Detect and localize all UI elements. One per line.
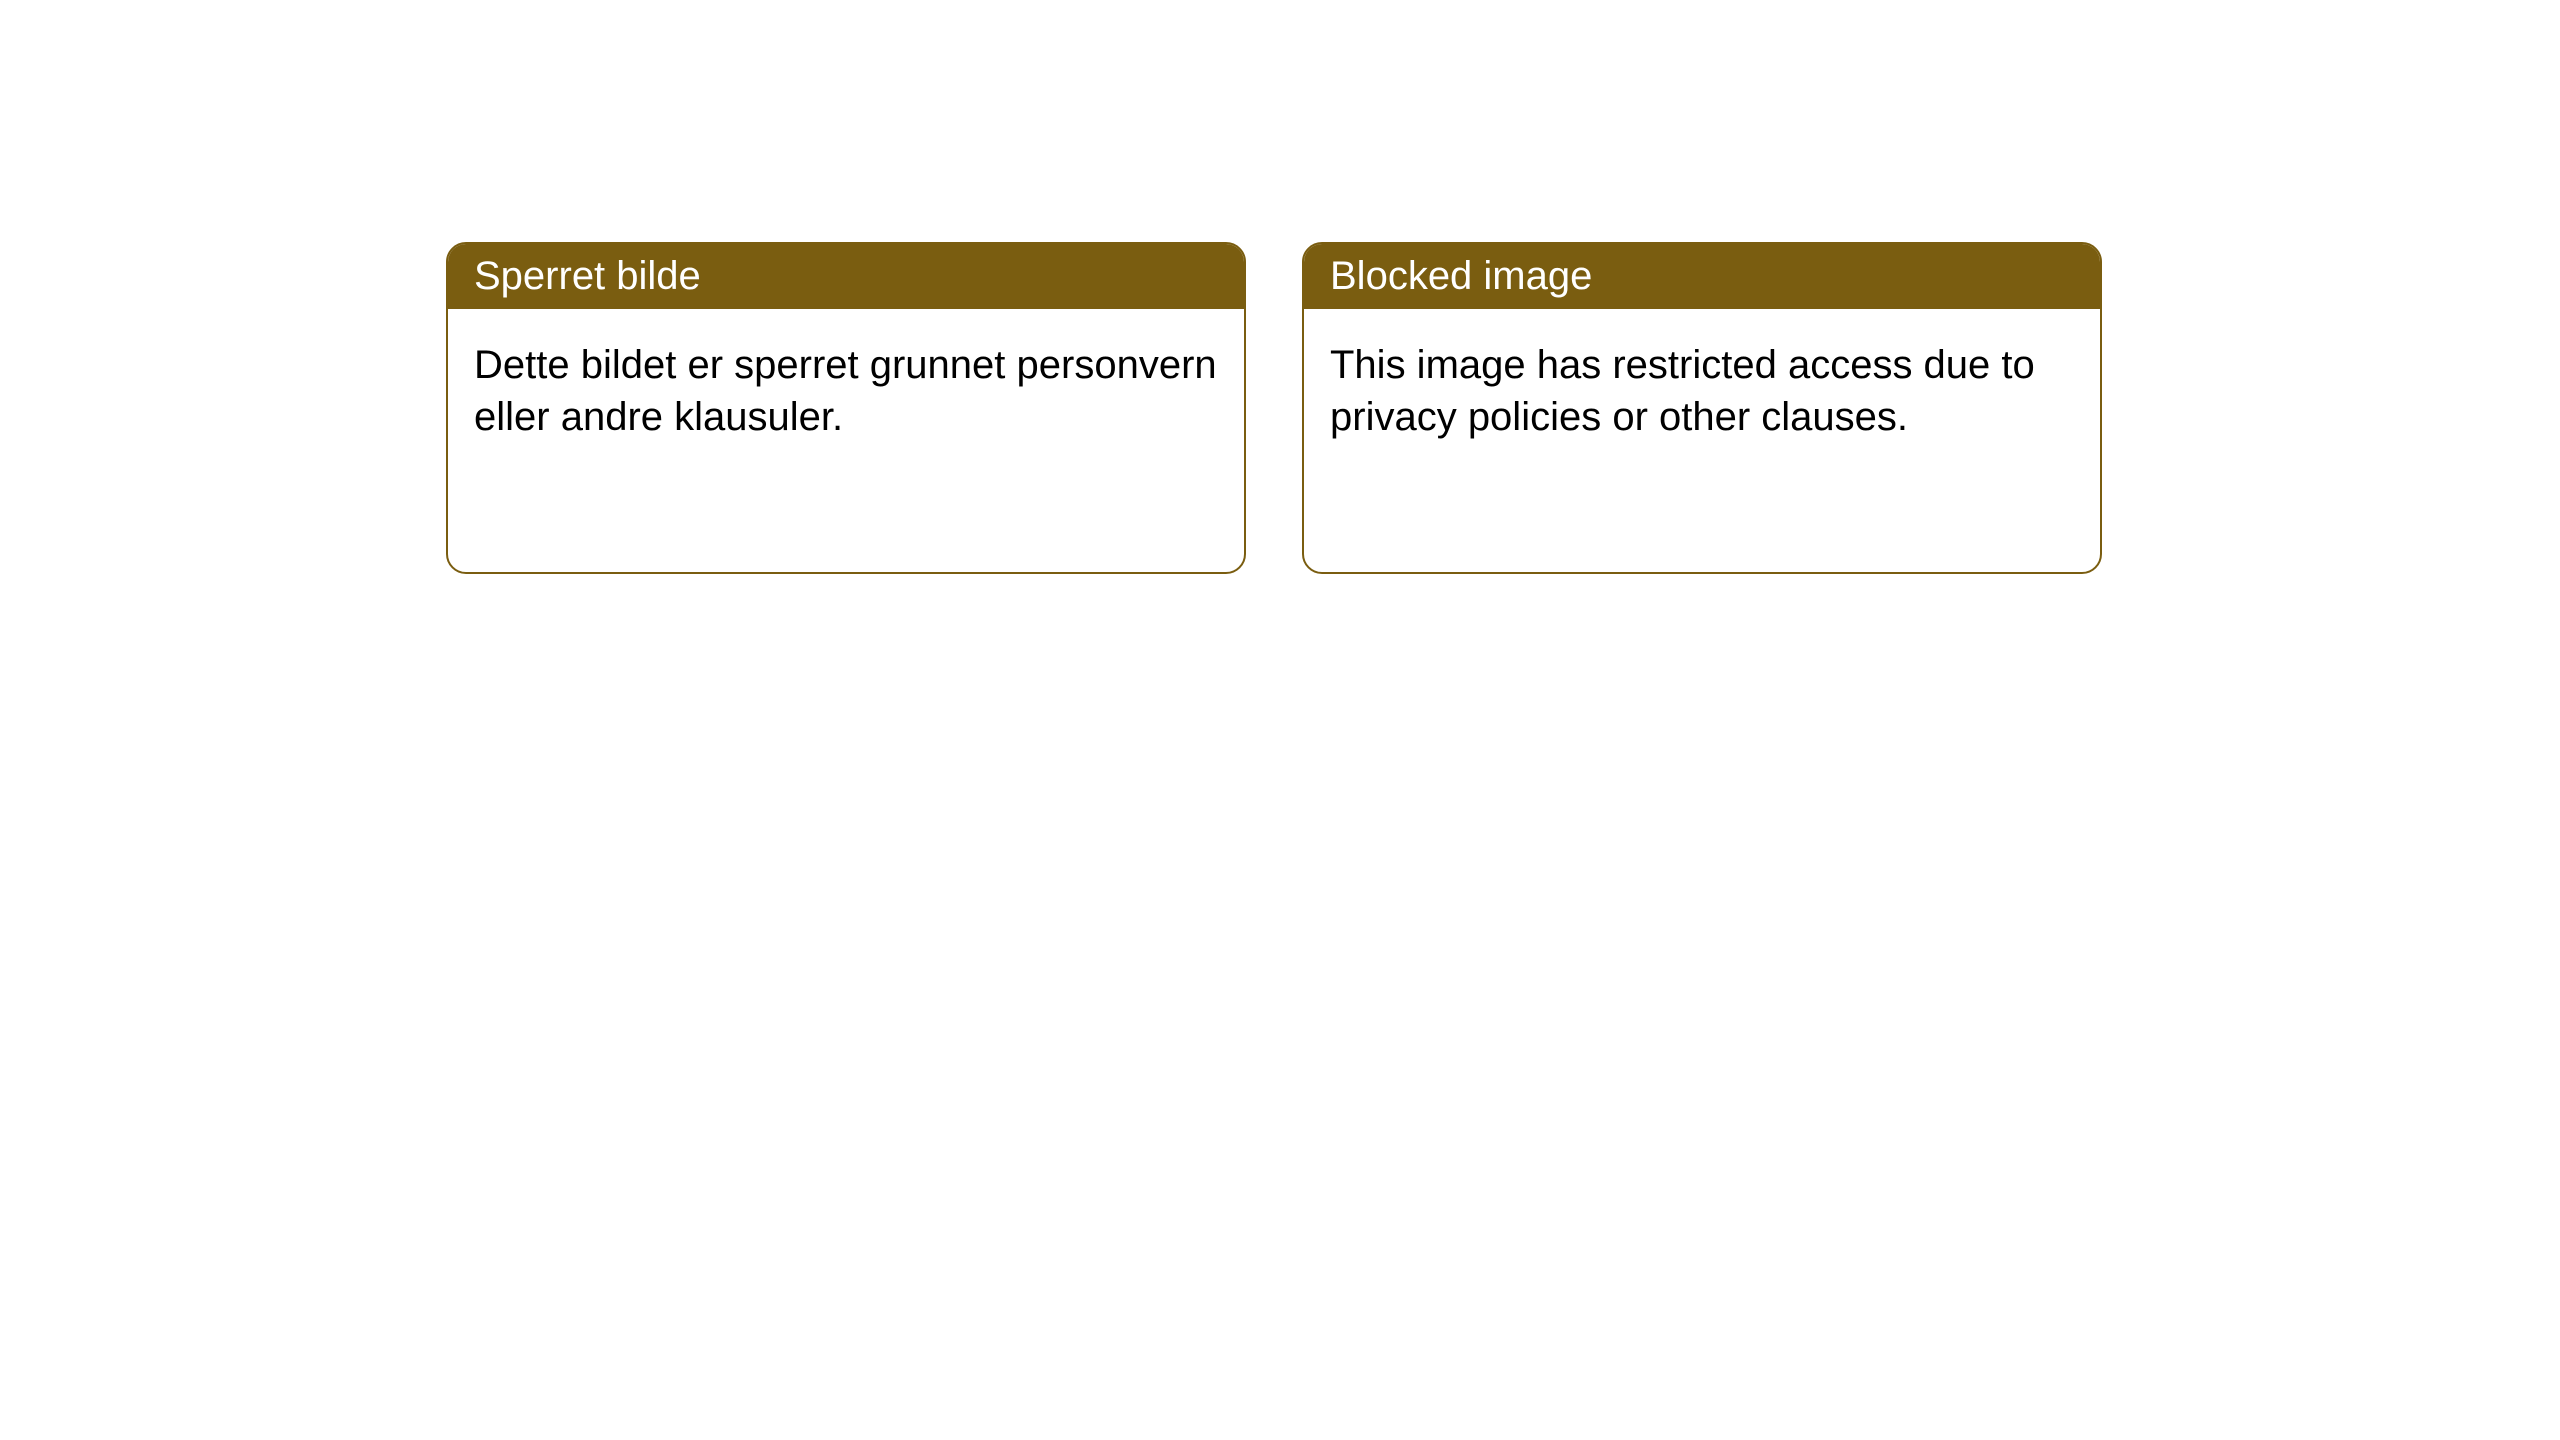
card-body-text-en: This image has restricted access due to … — [1330, 343, 2035, 439]
card-body-en: This image has restricted access due to … — [1304, 309, 2100, 473]
card-title-en: Blocked image — [1330, 254, 1592, 298]
card-body-text-no: Dette bildet er sperret grunnet personve… — [474, 343, 1217, 439]
blocked-image-card-no: Sperret bilde Dette bildet er sperret gr… — [446, 242, 1246, 574]
cards-container: Sperret bilde Dette bildet er sperret gr… — [0, 0, 2560, 574]
blocked-image-card-en: Blocked image This image has restricted … — [1302, 242, 2102, 574]
card-header-en: Blocked image — [1304, 244, 2100, 309]
card-title-no: Sperret bilde — [474, 254, 701, 298]
card-header-no: Sperret bilde — [448, 244, 1244, 309]
card-body-no: Dette bildet er sperret grunnet personve… — [448, 309, 1244, 473]
